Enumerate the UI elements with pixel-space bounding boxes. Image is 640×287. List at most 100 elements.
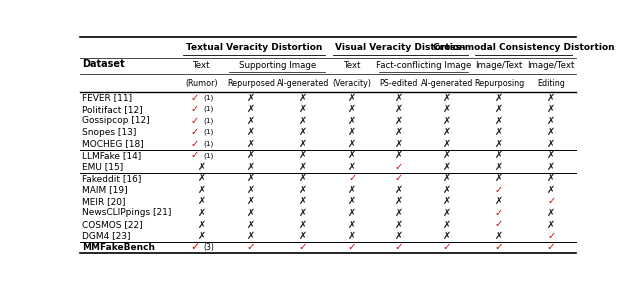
Text: ✗: ✗ [495, 196, 503, 206]
Text: ✗: ✗ [443, 196, 451, 206]
Text: ✗: ✗ [247, 104, 255, 114]
Text: ✗: ✗ [299, 150, 307, 160]
Text: Repurposed: Repurposed [227, 79, 275, 88]
Text: MMFakeBench: MMFakeBench [82, 243, 155, 252]
Text: ✗: ✗ [547, 104, 556, 114]
Text: ✗: ✗ [495, 162, 503, 172]
Text: ✗: ✗ [348, 139, 356, 149]
Text: ✗: ✗ [394, 231, 403, 241]
Text: ✗: ✗ [394, 208, 403, 218]
Text: ✗: ✗ [443, 139, 451, 149]
Text: ✗: ✗ [299, 104, 307, 114]
Text: (1): (1) [204, 141, 214, 147]
Text: ✗: ✗ [547, 93, 556, 103]
Text: ✗: ✗ [247, 127, 255, 137]
Text: ✗: ✗ [495, 116, 503, 126]
Text: ✗: ✗ [198, 173, 206, 183]
Text: (1): (1) [204, 106, 214, 113]
Text: MEIR [20]: MEIR [20] [82, 197, 125, 206]
Text: ✗: ✗ [495, 104, 503, 114]
Text: ✓: ✓ [394, 173, 403, 183]
Text: ✗: ✗ [547, 162, 556, 172]
Text: ✓: ✓ [191, 139, 199, 149]
Text: ✗: ✗ [299, 93, 307, 103]
Text: Editing: Editing [537, 79, 565, 88]
Text: ✗: ✗ [394, 116, 403, 126]
Text: ✗: ✗ [247, 220, 255, 229]
Text: ✓: ✓ [191, 93, 199, 103]
Text: ✓: ✓ [495, 220, 503, 229]
Text: ✗: ✗ [348, 231, 356, 241]
Text: EMU [15]: EMU [15] [82, 162, 124, 171]
Text: ✗: ✗ [247, 231, 255, 241]
Text: ✗: ✗ [495, 173, 503, 183]
Text: ✗: ✗ [495, 139, 503, 149]
Text: Image/Text: Image/Text [527, 61, 575, 70]
Text: ✗: ✗ [299, 127, 307, 137]
Text: ✗: ✗ [394, 220, 403, 229]
Text: ✗: ✗ [547, 173, 556, 183]
Text: Visual Veracity Distortion: Visual Veracity Distortion [335, 43, 465, 52]
Text: ✓: ✓ [495, 208, 503, 218]
Text: ✗: ✗ [247, 208, 255, 218]
Text: MAIM [19]: MAIM [19] [82, 185, 127, 194]
Text: ✗: ✗ [299, 231, 307, 241]
Text: Repurposing: Repurposing [474, 79, 524, 88]
Text: ✓: ✓ [547, 243, 556, 253]
Text: Dataset: Dataset [82, 59, 125, 69]
Text: ✗: ✗ [547, 139, 556, 149]
Text: ✓: ✓ [547, 231, 556, 241]
Text: Snopes [13]: Snopes [13] [82, 128, 136, 137]
Text: (Veracity): (Veracity) [333, 79, 372, 88]
Text: ✓: ✓ [191, 116, 199, 126]
Text: ✗: ✗ [394, 150, 403, 160]
Text: (1): (1) [204, 117, 214, 124]
Text: ✓: ✓ [394, 162, 403, 172]
Text: ✗: ✗ [348, 127, 356, 137]
Text: ✗: ✗ [443, 116, 451, 126]
Text: ✗: ✗ [495, 93, 503, 103]
Text: ✗: ✗ [495, 150, 503, 160]
Text: ✗: ✗ [348, 208, 356, 218]
Text: ✗: ✗ [299, 139, 307, 149]
Text: (Rumor): (Rumor) [186, 79, 218, 88]
Text: ✗: ✗ [198, 162, 206, 172]
Text: Supporting Image: Supporting Image [239, 61, 316, 70]
Text: ✓: ✓ [247, 243, 255, 253]
Text: ✓: ✓ [394, 243, 403, 253]
Text: ✗: ✗ [198, 231, 206, 241]
Text: DGM4 [23]: DGM4 [23] [82, 231, 131, 241]
Text: ✗: ✗ [247, 185, 255, 195]
Text: AI-generated: AI-generated [420, 79, 473, 88]
Text: NewsCLIPpings [21]: NewsCLIPpings [21] [82, 208, 172, 217]
Text: ✗: ✗ [547, 150, 556, 160]
Text: ✗: ✗ [394, 139, 403, 149]
Text: ✗: ✗ [247, 93, 255, 103]
Text: ✗: ✗ [547, 185, 556, 195]
Text: ✓: ✓ [190, 243, 200, 253]
Text: ✓: ✓ [299, 243, 307, 253]
Text: FEVER [11]: FEVER [11] [82, 93, 132, 102]
Text: ✗: ✗ [299, 173, 307, 183]
Text: ✗: ✗ [547, 116, 556, 126]
Text: ✗: ✗ [443, 185, 451, 195]
Text: ✓: ✓ [495, 185, 503, 195]
Text: ✗: ✗ [348, 116, 356, 126]
Text: Textual Veracity Distortion: Textual Veracity Distortion [186, 43, 322, 52]
Text: ✓: ✓ [348, 173, 356, 183]
Text: ✗: ✗ [443, 93, 451, 103]
Text: ✗: ✗ [348, 104, 356, 114]
Text: ✗: ✗ [247, 196, 255, 206]
Text: Fakeddit [16]: Fakeddit [16] [82, 174, 141, 183]
Text: ✗: ✗ [247, 116, 255, 126]
Text: ✗: ✗ [198, 220, 206, 229]
Text: Image/Text: Image/Text [476, 61, 523, 70]
Text: ✓: ✓ [442, 243, 451, 253]
Text: ✓: ✓ [547, 196, 556, 206]
Text: ✗: ✗ [348, 162, 356, 172]
Text: ✗: ✗ [299, 208, 307, 218]
Text: AI-generated: AI-generated [277, 79, 330, 88]
Text: ✗: ✗ [247, 150, 255, 160]
Text: ✗: ✗ [348, 93, 356, 103]
Text: ✗: ✗ [247, 139, 255, 149]
